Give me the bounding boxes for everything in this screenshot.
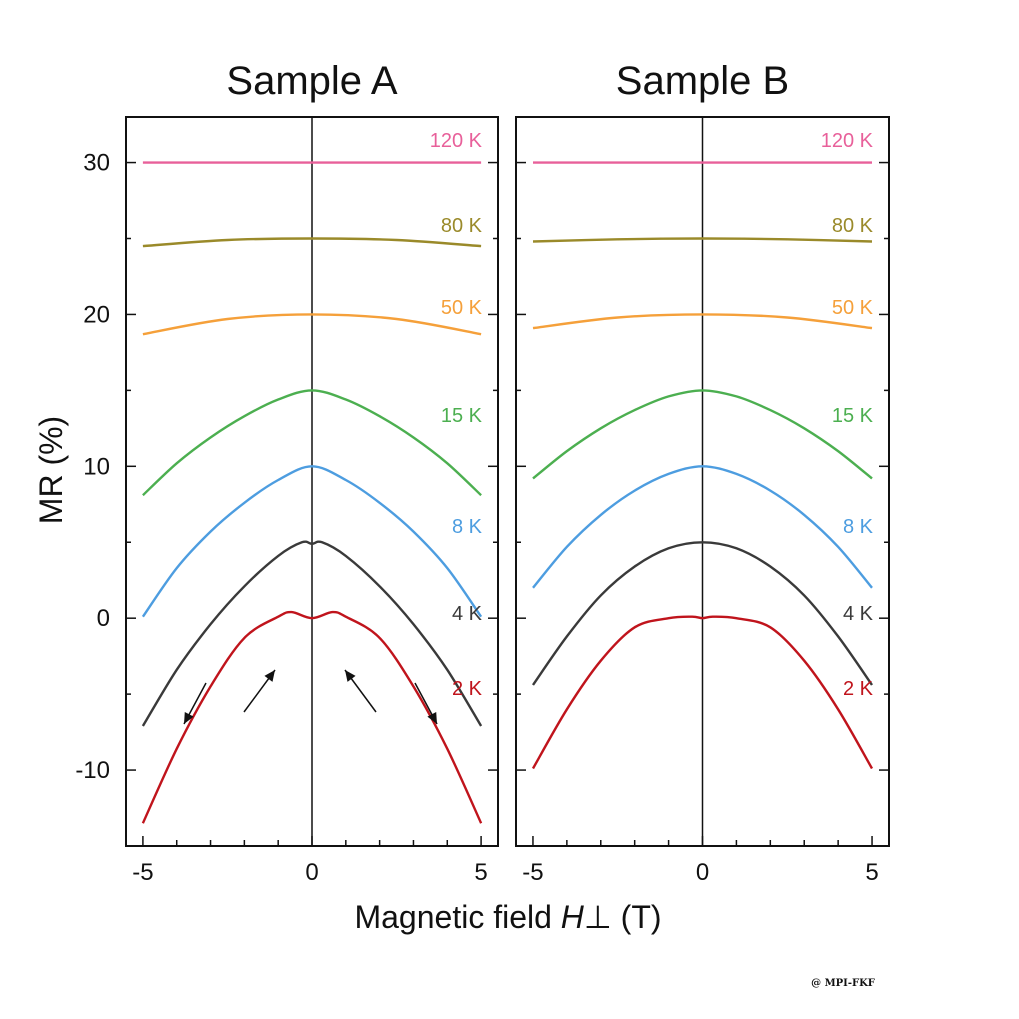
- x-tick-label: 0: [305, 859, 318, 886]
- series-line-50k: [532, 313, 873, 330]
- series-line-80k: [142, 237, 482, 248]
- series-label: 50 K: [832, 297, 874, 319]
- x-tick-label: -5: [132, 859, 153, 886]
- x-tick-label: 5: [474, 859, 487, 886]
- series-line-50k: [142, 313, 482, 336]
- sweep-arrow-head: [264, 670, 275, 682]
- y-tick-label: 30: [83, 150, 110, 177]
- sweep-arrow-head: [345, 670, 356, 682]
- credit-text: @ MPI-FKF: [811, 978, 875, 989]
- series-line-80k: [532, 237, 873, 243]
- panel-title: Sample A: [226, 59, 398, 103]
- series-label: 80 K: [441, 215, 483, 237]
- sweep-arrow-head: [184, 711, 194, 724]
- series-label: 4 K: [843, 603, 874, 625]
- x-axis-title: Magnetic field H⊥ (T): [354, 899, 661, 935]
- x-tick-label: 5: [865, 859, 878, 886]
- series-line-15k: [142, 389, 482, 497]
- series-label: 8 K: [843, 516, 874, 538]
- series-label: 2 K: [452, 678, 483, 700]
- y-tick-label: 0: [97, 605, 110, 632]
- series-label: 80 K: [832, 215, 874, 237]
- series-label: 15 K: [832, 405, 874, 427]
- y-tick-label: -10: [75, 757, 110, 784]
- series-line-8k: [532, 465, 873, 589]
- x-axis-title-prefix: Magnetic field: [354, 899, 560, 935]
- panel-sample-b: Sample B -5 0 5 120 K 80 K 50 K 15 K 8 K 4 K 2 K: [515, 59, 890, 886]
- x-tick-label: -5: [522, 859, 543, 886]
- series-label: 2 K: [843, 678, 874, 700]
- x-axis-title-subscript: ⊥: [584, 899, 612, 935]
- series-line-2k: [531, 615, 874, 770]
- y-axis-title: MR (%): [33, 416, 69, 524]
- series-line-8k: [141, 465, 483, 618]
- series-label: 50 K: [441, 297, 483, 319]
- y-axis-tick-labels: 30 20 10 0 -10: [75, 150, 110, 785]
- panel-title: Sample B: [616, 59, 789, 103]
- series-line-4k: [532, 541, 873, 686]
- panel-sample-a: Sample A -5 0 5 120 K 80 K 50 K 15 K 8 K 4 K 2 K: [125, 59, 499, 886]
- x-axis-title-unit: (T): [612, 899, 662, 935]
- x-axis-title-symbol: H: [561, 899, 585, 935]
- series-line-4k: [141, 540, 483, 727]
- sweep-arrow-head: [427, 711, 437, 724]
- series-line-2k: [141, 610, 483, 824]
- y-tick-label: 20: [83, 301, 110, 328]
- y-tick-label: 10: [83, 453, 110, 480]
- series-line-15k: [532, 389, 873, 480]
- series-label: 120 K: [430, 130, 483, 152]
- series-label: 15 K: [441, 405, 483, 427]
- x-tick-label: 0: [696, 859, 709, 886]
- series-label: 120 K: [821, 130, 874, 152]
- series-label: 8 K: [452, 516, 483, 538]
- series-label: 4 K: [452, 603, 483, 625]
